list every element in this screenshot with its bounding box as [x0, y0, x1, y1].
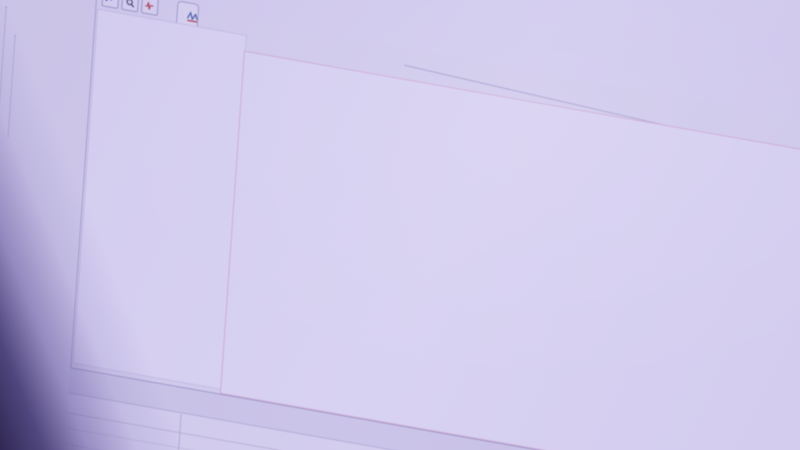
pane-background-chart — [72, 8, 248, 390]
tree-guide-line — [7, 34, 16, 138]
tree-guide-line — [0, 6, 7, 160]
toolbar-button-2[interactable] — [121, 0, 140, 13]
toolbar-chart-icon — [105, 0, 115, 1]
background-chart-title — [98, 16, 246, 42]
pane-impact-chart — [219, 50, 800, 450]
toolbar-button-1[interactable] — [101, 0, 120, 10]
toolbar-zoom-icon — [126, 0, 135, 8]
toolbar-wave-icon — [145, 1, 154, 10]
contour-analysis-tab-icon — [186, 10, 198, 23]
toolbar-button-3[interactable] — [140, 0, 159, 17]
